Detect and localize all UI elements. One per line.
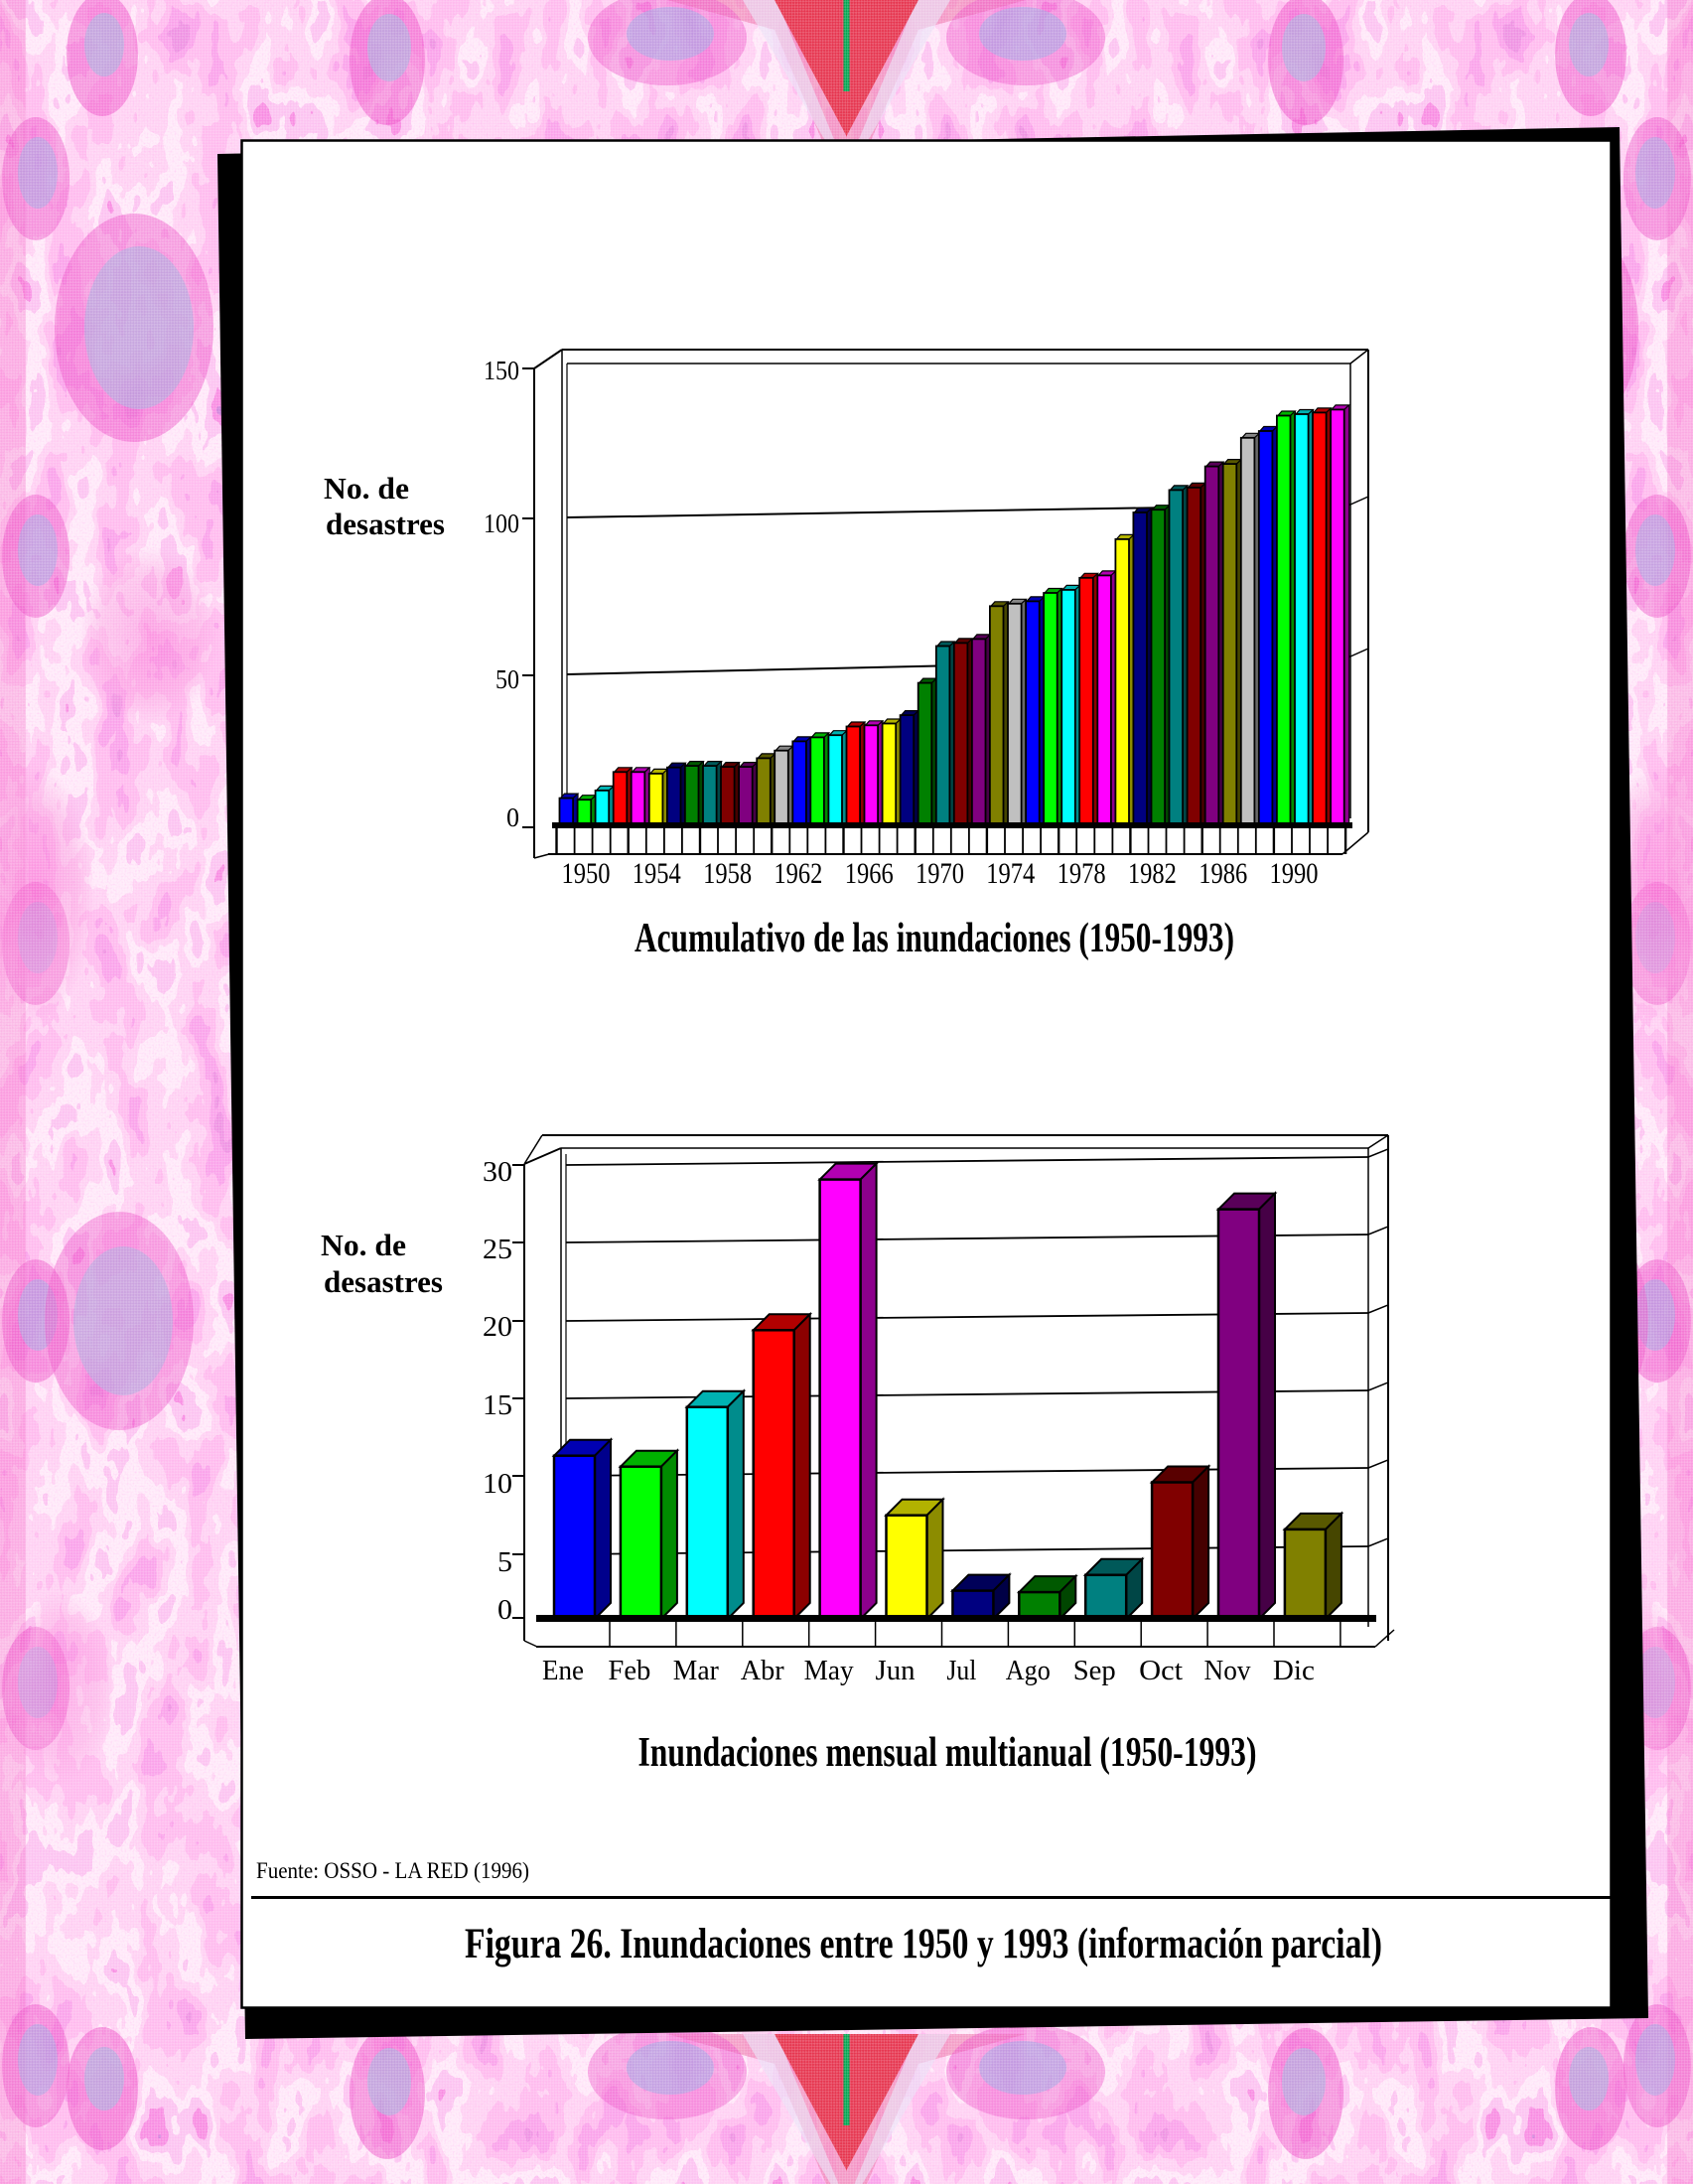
- svg-text:Acumulativo de las inundacione: Acumulativo de las inundaciones (1950-19…: [635, 916, 1234, 961]
- svg-text:Fuente: OSSO - LA RED (1996): Fuente: OSSO - LA RED (1996): [256, 1858, 529, 1883]
- svg-text:No. de: No. de: [324, 471, 409, 506]
- svg-text:150: 150: [484, 356, 519, 385]
- svg-text:25: 25: [483, 1234, 512, 1265]
- svg-text:1950: 1950: [562, 857, 611, 890]
- svg-text:Dic: Dic: [1273, 1655, 1315, 1686]
- svg-text:Ene: Ene: [542, 1655, 584, 1686]
- svg-text:Jul: Jul: [946, 1655, 976, 1686]
- svg-text:desastres: desastres: [326, 507, 445, 541]
- svg-text:5: 5: [497, 1546, 512, 1578]
- svg-text:No. de: No. de: [321, 1228, 406, 1262]
- svg-text:1966: 1966: [845, 857, 894, 890]
- svg-text:desastres: desastres: [324, 1264, 443, 1299]
- svg-text:Jun: Jun: [876, 1655, 916, 1686]
- svg-text:Oct: Oct: [1139, 1655, 1183, 1686]
- svg-text:1978: 1978: [1058, 857, 1106, 890]
- svg-text:1962: 1962: [774, 857, 822, 890]
- svg-text:Feb: Feb: [608, 1655, 650, 1686]
- svg-text:1990: 1990: [1270, 857, 1319, 890]
- svg-text:50: 50: [495, 664, 519, 694]
- svg-text:Abr: Abr: [741, 1655, 784, 1686]
- svg-text:Sep: Sep: [1073, 1655, 1116, 1686]
- svg-text:Figura 26. Inundaciones entre: Figura 26. Inundaciones entre 1950 y 199…: [465, 1921, 1382, 1967]
- svg-text:1986: 1986: [1199, 857, 1247, 890]
- svg-text:1982: 1982: [1128, 857, 1177, 890]
- svg-text:0: 0: [497, 1594, 512, 1626]
- svg-text:Mar: Mar: [673, 1655, 719, 1686]
- svg-text:Inundaciones mensual multianua: Inundaciones mensual multianual (1950-19…: [638, 1730, 1257, 1776]
- svg-text:20: 20: [483, 1311, 512, 1343]
- svg-text:100: 100: [484, 509, 519, 538]
- svg-text:1974: 1974: [986, 857, 1035, 890]
- svg-text:1970: 1970: [916, 857, 964, 890]
- svg-text:1954: 1954: [633, 857, 681, 890]
- svg-text:30: 30: [483, 1156, 512, 1188]
- svg-text:Ago: Ago: [1006, 1655, 1051, 1686]
- svg-text:0: 0: [506, 802, 519, 832]
- svg-text:May: May: [804, 1655, 854, 1686]
- svg-text:15: 15: [483, 1389, 512, 1421]
- svg-text:Nov: Nov: [1204, 1655, 1251, 1686]
- svg-text:1958: 1958: [703, 857, 752, 890]
- svg-text:10: 10: [483, 1468, 512, 1500]
